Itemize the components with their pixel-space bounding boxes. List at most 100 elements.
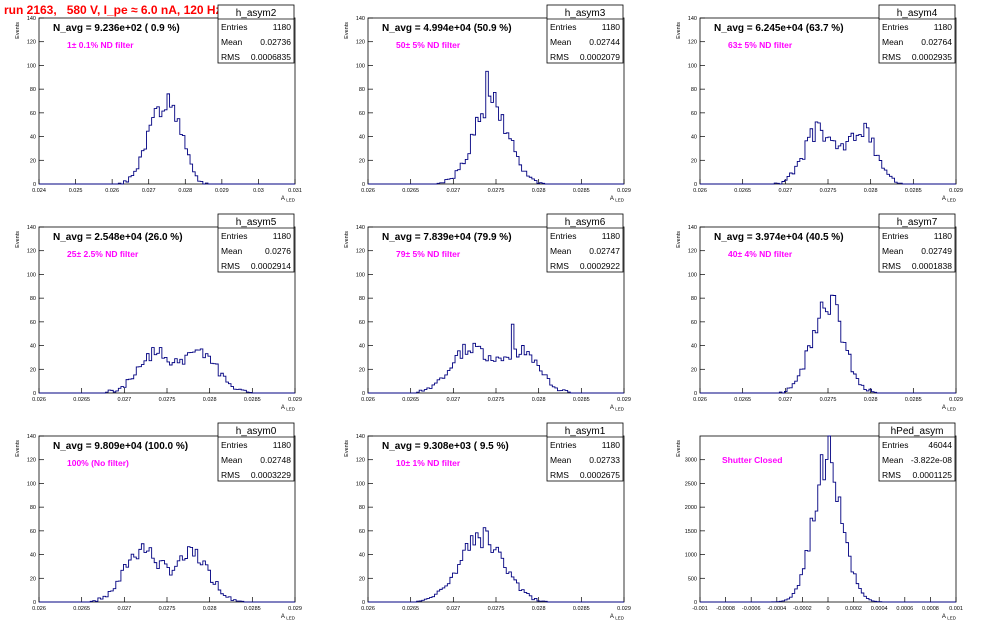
- stats-title: h_asym0: [236, 426, 277, 437]
- stats-value: 0.0001838: [912, 261, 952, 271]
- stats-key: Entries: [221, 22, 247, 32]
- filter-annotation: 25± 2.5% ND filter: [67, 249, 139, 259]
- histogram-panel-h_asym2: 0 20 40 60 80 100 120 140 0.024 0.025 0.026 0.027 0.…: [15, 4, 302, 203]
- x-tick-label: 0.0285: [573, 606, 590, 612]
- x-tick-label: 0.027: [117, 397, 131, 403]
- y-tick-label: 1500: [685, 529, 697, 535]
- x-tick-label: 0.028: [532, 397, 546, 403]
- x-tick-label: 0.0275: [820, 188, 837, 194]
- y-tick-label: 20: [359, 576, 365, 582]
- x-axis-label: A LED: [942, 614, 957, 621]
- x-tick-label: 0.027: [446, 397, 460, 403]
- x-tick-label: 0.028: [203, 397, 217, 403]
- y-tick-label: 40: [691, 135, 697, 141]
- stats-value: 1180: [934, 231, 953, 241]
- stats-box: [217, 422, 295, 482]
- stats-title: h_asym3: [565, 8, 606, 19]
- x-tick-label: 0.028: [864, 188, 878, 194]
- x-axis-label: A LED: [610, 614, 625, 621]
- stats-value: 1180: [934, 22, 953, 32]
- stats-value: 0.0003229: [251, 470, 291, 480]
- navg-header: N_avg = 9.308e+03 ( 9.5 %): [382, 441, 509, 452]
- x-axis-label: A LED: [942, 196, 957, 203]
- y-tick-label: 140: [27, 225, 36, 231]
- filter-annotation: 63± 5% ND filter: [728, 40, 793, 50]
- y-tick-label: 140: [27, 16, 36, 22]
- y-tick-label: 120: [688, 40, 697, 46]
- stats-key: Mean: [550, 37, 572, 47]
- stats-value: 0.0276: [265, 246, 291, 256]
- stats-value: 0.0002914: [251, 261, 291, 271]
- stats-key: Mean: [882, 37, 904, 47]
- histogram-line: [700, 294, 956, 394]
- filter-annotation: 40± 4% ND filter: [728, 249, 793, 259]
- y-tick-label: 60: [30, 320, 36, 326]
- x-tick-label: 0.0004: [871, 606, 888, 612]
- y-tick-label: 0: [694, 600, 697, 606]
- filter-annotation: Shutter Closed: [722, 455, 782, 465]
- histogram-line: [700, 121, 956, 185]
- stats-title: h_asym6: [565, 217, 606, 228]
- filter-annotation: 79± 5% ND filter: [396, 249, 461, 259]
- stats-value: 0.02748: [260, 455, 291, 465]
- x-tick-label: 0.027: [778, 397, 792, 403]
- y-tick-label: 60: [359, 529, 365, 535]
- stats-key: Entries: [882, 231, 908, 241]
- y-tick-label: 120: [356, 40, 365, 46]
- stats-key: RMS: [882, 470, 901, 480]
- navg-header: N_avg = 2.548e+04 (26.0 %): [53, 232, 183, 243]
- x-tick-label: -0.0006: [742, 606, 761, 612]
- stats-title: hPed_asym: [891, 426, 944, 437]
- y-tick-label: 0: [33, 600, 36, 606]
- x-tick-label: 0.0275: [820, 397, 837, 403]
- stats-key: Mean: [882, 246, 904, 256]
- x-tick-label: 0.0265: [734, 188, 751, 194]
- x-tick-label: 0.0275: [159, 606, 176, 612]
- stats-key: Entries: [550, 22, 576, 32]
- navg-header: N_avg = 4.994e+04 (50.9 %): [382, 23, 512, 34]
- stats-value: 0.02733: [589, 455, 620, 465]
- x-tick-label: 0.029: [288, 397, 302, 403]
- filter-annotation: 50± 5% ND filter: [396, 40, 461, 50]
- stats-value: 1180: [602, 22, 621, 32]
- stats-value: 0.02749: [921, 246, 952, 256]
- x-tick-label: 0.026: [693, 188, 707, 194]
- stats-key: Mean: [550, 246, 572, 256]
- y-tick-label: 40: [359, 344, 365, 350]
- y-axis-label: Events: [344, 231, 350, 248]
- x-tick-label: 0.0275: [488, 606, 505, 612]
- histogram-line: [39, 347, 295, 394]
- y-axis-label: Events: [344, 22, 350, 39]
- x-axis-label: A LED: [942, 405, 957, 412]
- stats-value: 46044: [928, 440, 952, 450]
- stats-key: Entries: [550, 231, 576, 241]
- y-tick-label: 140: [356, 225, 365, 231]
- y-tick-label: 20: [359, 158, 365, 164]
- x-tick-label: 0.0275: [488, 397, 505, 403]
- stats-box: [878, 213, 956, 273]
- x-tick-label: 0.026: [361, 606, 375, 612]
- x-tick-label: 0.028: [203, 606, 217, 612]
- stats-value: 0.02736: [260, 37, 291, 47]
- y-tick-label: 0: [33, 182, 36, 188]
- stats-key: Entries: [882, 440, 908, 450]
- y-tick-label: 60: [359, 320, 365, 326]
- y-tick-label: 100: [356, 481, 365, 487]
- stats-value: 0.02747: [589, 246, 620, 256]
- stats-key: Mean: [882, 455, 904, 465]
- stats-key: RMS: [221, 52, 240, 62]
- stats-title: h_asym4: [897, 8, 938, 19]
- x-tick-label: 0: [826, 606, 829, 612]
- y-tick-label: 120: [27, 40, 36, 46]
- stats-key: Entries: [221, 440, 247, 450]
- x-tick-label: -0.001: [692, 606, 708, 612]
- stats-title: h_asym1: [565, 426, 606, 437]
- x-tick-label: 0.029: [617, 397, 631, 403]
- x-tick-label: 0.0008: [922, 606, 939, 612]
- y-tick-label: 0: [362, 600, 365, 606]
- stats-box: [546, 422, 624, 482]
- y-tick-label: 2500: [685, 481, 697, 487]
- filter-annotation: 100% (No filter): [67, 458, 129, 468]
- y-tick-label: 100: [356, 272, 365, 278]
- histogram-line: [39, 93, 295, 185]
